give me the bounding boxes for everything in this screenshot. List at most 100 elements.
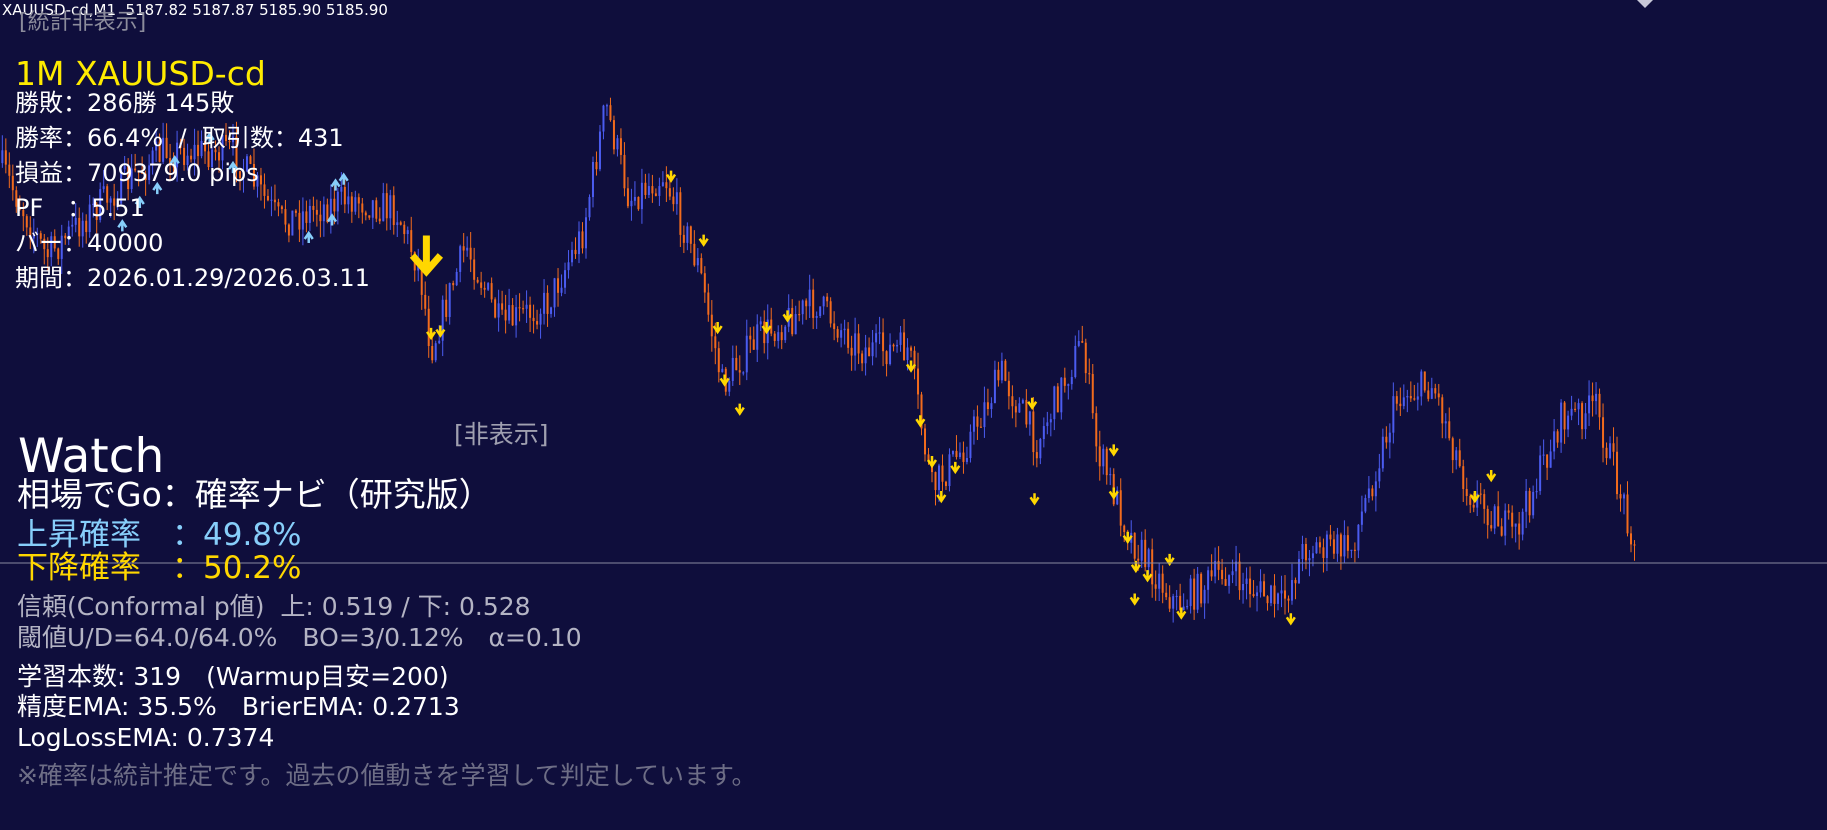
candle-body bbox=[137, 170, 140, 172]
signal-arrow-down bbox=[1469, 490, 1480, 504]
signal-arrow-down bbox=[1486, 469, 1497, 483]
signal-arrow-up bbox=[303, 230, 314, 243]
candle-body bbox=[833, 323, 836, 330]
candle-body bbox=[452, 283, 455, 286]
candle-body bbox=[1458, 450, 1461, 467]
candle-body bbox=[214, 149, 217, 153]
candle-body bbox=[1584, 413, 1587, 430]
candle-body bbox=[148, 165, 151, 180]
training-count: 学習本数: 319 (Warmup目安=200) bbox=[17, 662, 449, 691]
candle-body bbox=[948, 454, 951, 487]
candle-body bbox=[1011, 396, 1014, 407]
candle-body bbox=[60, 235, 63, 259]
candle-body bbox=[67, 226, 70, 239]
candle-body bbox=[703, 273, 706, 293]
candle-body bbox=[1371, 488, 1374, 497]
candle-body bbox=[483, 287, 486, 290]
candle-body bbox=[1525, 490, 1528, 512]
candle-body bbox=[1528, 490, 1531, 516]
candle-body bbox=[1242, 583, 1245, 591]
candle-body bbox=[123, 166, 126, 170]
signal-arrow-down bbox=[936, 490, 947, 504]
candle-body bbox=[1542, 454, 1545, 456]
signal-arrow-down bbox=[712, 322, 723, 335]
candle-body bbox=[1560, 402, 1563, 443]
candle-body bbox=[626, 188, 629, 207]
candle-body bbox=[46, 249, 49, 258]
stats-toggle[interactable]: [統計非表示] bbox=[19, 10, 147, 35]
candle-body bbox=[1427, 390, 1430, 399]
candle-body bbox=[623, 154, 626, 189]
candle-body bbox=[501, 303, 504, 310]
candle-body bbox=[738, 370, 741, 373]
candle-body bbox=[1235, 561, 1238, 572]
candle-body bbox=[431, 345, 434, 361]
candle-body bbox=[211, 149, 214, 168]
candle-body bbox=[385, 193, 388, 219]
signal-arrow-down bbox=[782, 310, 793, 323]
candle-body bbox=[843, 328, 846, 331]
candle-body bbox=[584, 217, 587, 249]
candle-body bbox=[378, 218, 381, 222]
candle-body bbox=[675, 192, 678, 205]
candle-body bbox=[710, 314, 713, 337]
candle-body bbox=[1140, 539, 1143, 561]
candle-body bbox=[1252, 594, 1255, 597]
candle-body bbox=[109, 198, 112, 203]
candle-body bbox=[917, 368, 920, 395]
candle-body bbox=[1210, 570, 1213, 577]
candle-body bbox=[861, 353, 864, 364]
candle-body bbox=[249, 156, 252, 164]
disclaimer: ※確率は統計推定です。過去の値動きを学習して判定しています。 bbox=[17, 761, 757, 790]
candle-body bbox=[169, 158, 172, 165]
candle-body bbox=[868, 347, 871, 357]
candle-body bbox=[221, 134, 224, 161]
candle-body bbox=[95, 203, 98, 220]
candle-body bbox=[238, 171, 241, 178]
candle-body bbox=[1028, 411, 1031, 425]
candle-body bbox=[1329, 534, 1332, 540]
candle-body bbox=[445, 299, 448, 317]
logloss: LogLossEMA: 0.7374 bbox=[17, 723, 275, 752]
candle-body bbox=[721, 368, 724, 373]
candle-body bbox=[448, 283, 451, 317]
candle-body bbox=[469, 247, 472, 260]
candle-body bbox=[476, 279, 479, 283]
candle-body bbox=[504, 309, 507, 321]
candle-body bbox=[364, 212, 367, 216]
candle-body bbox=[225, 134, 228, 142]
candle-body bbox=[116, 203, 119, 206]
candle-body bbox=[410, 230, 413, 253]
candle-body bbox=[113, 198, 116, 206]
candle-body bbox=[1619, 494, 1622, 499]
candle-body bbox=[406, 230, 409, 235]
panel-hide-toggle[interactable]: [非表示] bbox=[454, 420, 549, 449]
signal-arrow-down bbox=[698, 234, 709, 247]
candle-body bbox=[291, 210, 294, 236]
candle-body bbox=[567, 262, 570, 271]
candle-body bbox=[1385, 436, 1388, 443]
candle-body bbox=[1175, 595, 1178, 598]
candle-body bbox=[1084, 342, 1087, 374]
candle-body bbox=[43, 238, 46, 250]
candle-body bbox=[619, 138, 622, 155]
candle-body bbox=[889, 344, 892, 365]
candle-body bbox=[1063, 377, 1066, 386]
candle-body bbox=[756, 324, 759, 350]
candle-body bbox=[273, 199, 276, 203]
candle-body bbox=[71, 224, 74, 227]
signal-arrow-down bbox=[1122, 531, 1133, 544]
candle-body bbox=[1563, 402, 1566, 430]
candle-body bbox=[958, 452, 961, 458]
candle-body bbox=[1374, 481, 1377, 497]
candle-body bbox=[190, 155, 193, 160]
candle-body bbox=[899, 332, 902, 345]
candle-body bbox=[308, 205, 311, 223]
candle-body bbox=[633, 196, 636, 201]
candle-body bbox=[529, 304, 532, 318]
candle-body bbox=[99, 189, 102, 220]
candle-body bbox=[1434, 388, 1437, 394]
candle-body bbox=[50, 236, 53, 258]
candle-body bbox=[525, 304, 528, 309]
candle-body bbox=[1168, 597, 1171, 609]
